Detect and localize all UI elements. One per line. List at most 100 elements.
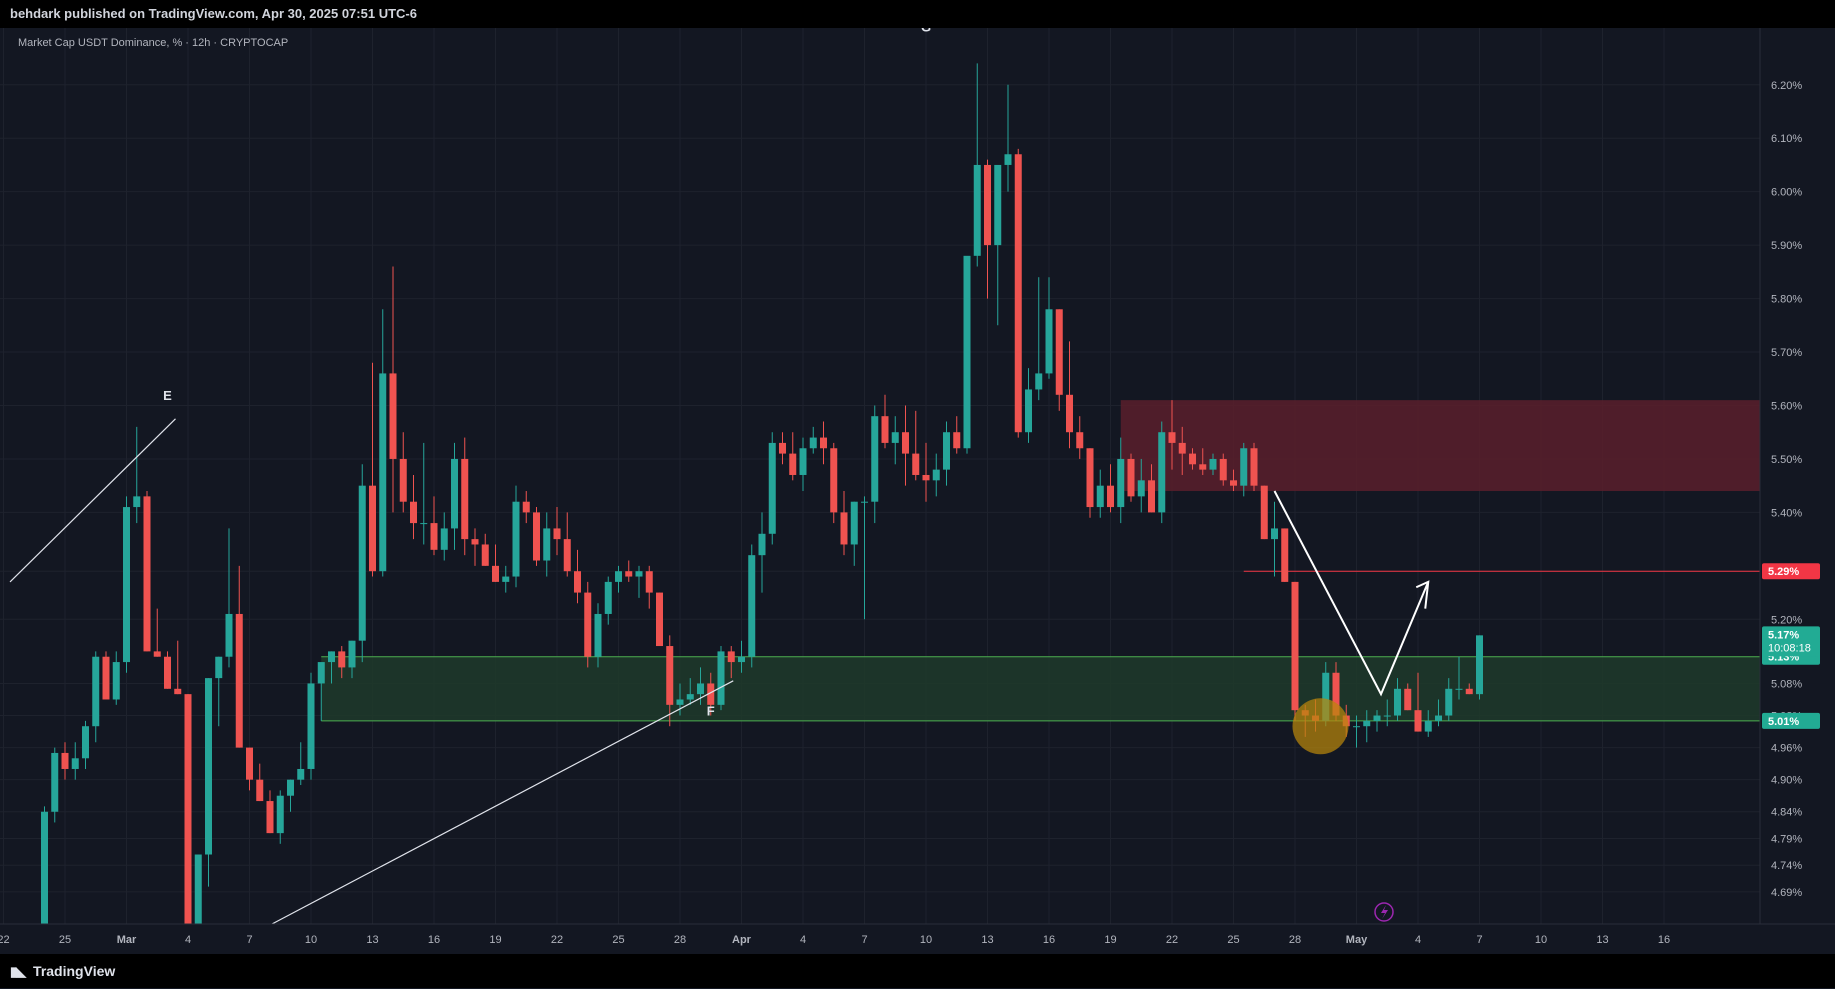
candle-body (164, 656, 171, 689)
candle-body (328, 651, 335, 663)
candle (51, 747, 59, 823)
candle-body (82, 726, 89, 759)
candle (1404, 683, 1412, 711)
projection-arrowhead (1415, 580, 1430, 609)
candle (430, 496, 438, 556)
candle (112, 651, 120, 705)
candle (932, 453, 940, 497)
published-header: behdark published on TradingView.com, Ap… (0, 0, 1835, 28)
candle (1383, 699, 1391, 727)
candle (1025, 368, 1032, 443)
drawings (9, 418, 1430, 925)
candle-body (184, 694, 192, 941)
candle (563, 512, 571, 577)
time-tick-label: 25 (612, 934, 624, 946)
price-chart[interactable]: E F G 6.20% 6.10% 6.00% 5.90% 5.80% 5.70% 5.60% 5… (0, 28, 1835, 954)
candle-body (1394, 688, 1401, 716)
candle-body (963, 255, 971, 449)
candle-body (1230, 480, 1237, 486)
trendline-e (9, 418, 176, 583)
candle-body (1209, 458, 1217, 470)
candle-body (891, 432, 899, 443)
candle (410, 474, 417, 540)
candle-body (563, 539, 571, 572)
candle (1148, 464, 1155, 513)
chart-title: Market Cap USDT Dominance, % · 12h · CRY… (18, 37, 288, 49)
candle-body (1086, 448, 1094, 508)
candle-body (779, 442, 786, 454)
candle-body (973, 164, 981, 256)
candle (1045, 277, 1053, 379)
candle (389, 266, 397, 513)
candle (799, 437, 807, 492)
candle-body (194, 854, 202, 941)
candle (215, 656, 223, 727)
lightning-icon[interactable] (1374, 902, 1394, 922)
candle-body (1383, 715, 1391, 717)
candle-body (430, 523, 438, 550)
candle-body (748, 555, 756, 657)
candle-body (727, 651, 735, 663)
candle-body (1189, 453, 1196, 465)
candle (1189, 448, 1196, 470)
candle-body (1158, 432, 1166, 513)
candle-body (789, 453, 797, 475)
candle-body (41, 811, 48, 941)
candle (297, 742, 305, 786)
time-tick-label: May (1346, 934, 1368, 946)
candle-body (143, 496, 151, 652)
candle-body (338, 651, 346, 668)
candle (1117, 437, 1125, 524)
candle (1168, 400, 1176, 470)
time-tick-label: 4 (800, 934, 806, 946)
wave-label: E (163, 388, 172, 403)
candle-body (553, 528, 561, 540)
candle (1445, 678, 1453, 721)
wave-label: G (921, 28, 931, 34)
candle (205, 678, 212, 887)
candle-body (1137, 480, 1145, 497)
footer-brand[interactable]: TradingView (33, 963, 116, 979)
candle (440, 512, 448, 561)
time-tick-label: 7 (1476, 934, 1482, 946)
candle (1291, 581, 1299, 721)
last-price-box (1762, 626, 1820, 657)
candle-body (1025, 389, 1032, 433)
candle (553, 507, 561, 556)
candle-body (902, 432, 909, 454)
candle-body (317, 662, 325, 684)
candle-body (1424, 720, 1432, 732)
time-axis-panel[interactable] (0, 924, 1835, 954)
candle-body (604, 581, 612, 614)
candle-body (440, 528, 448, 550)
time-tick-label: 4 (1415, 934, 1421, 946)
footer: ▮◣ TradingView (0, 954, 1835, 988)
candle-body (533, 512, 540, 561)
candle (768, 432, 776, 545)
candle-body (1199, 464, 1207, 470)
time-tick-label: 13 (981, 934, 993, 946)
candle-body (307, 683, 315, 769)
candle (1076, 416, 1084, 459)
projection-path (1273, 490, 1430, 697)
candle-body (389, 373, 397, 459)
candle-body (707, 683, 715, 705)
candle-body (451, 458, 458, 529)
candle (953, 416, 961, 454)
wave-label: F (707, 704, 715, 719)
time-tick-label: 10 (305, 934, 317, 946)
candle (1250, 442, 1258, 492)
candle (871, 405, 879, 524)
candle (891, 416, 899, 465)
candle-body (92, 656, 100, 727)
candle-body (297, 768, 305, 780)
candle-body (820, 437, 827, 449)
candle (1230, 469, 1237, 492)
price-tick-label: 5.60% (1771, 400, 1802, 412)
candle (533, 507, 540, 566)
price-axis-panel[interactable] (1760, 28, 1835, 924)
price-label-text: 5.29% (1768, 566, 1799, 578)
candle-body (502, 576, 510, 582)
candle-body (1435, 715, 1442, 721)
price-label-box (1762, 563, 1820, 580)
